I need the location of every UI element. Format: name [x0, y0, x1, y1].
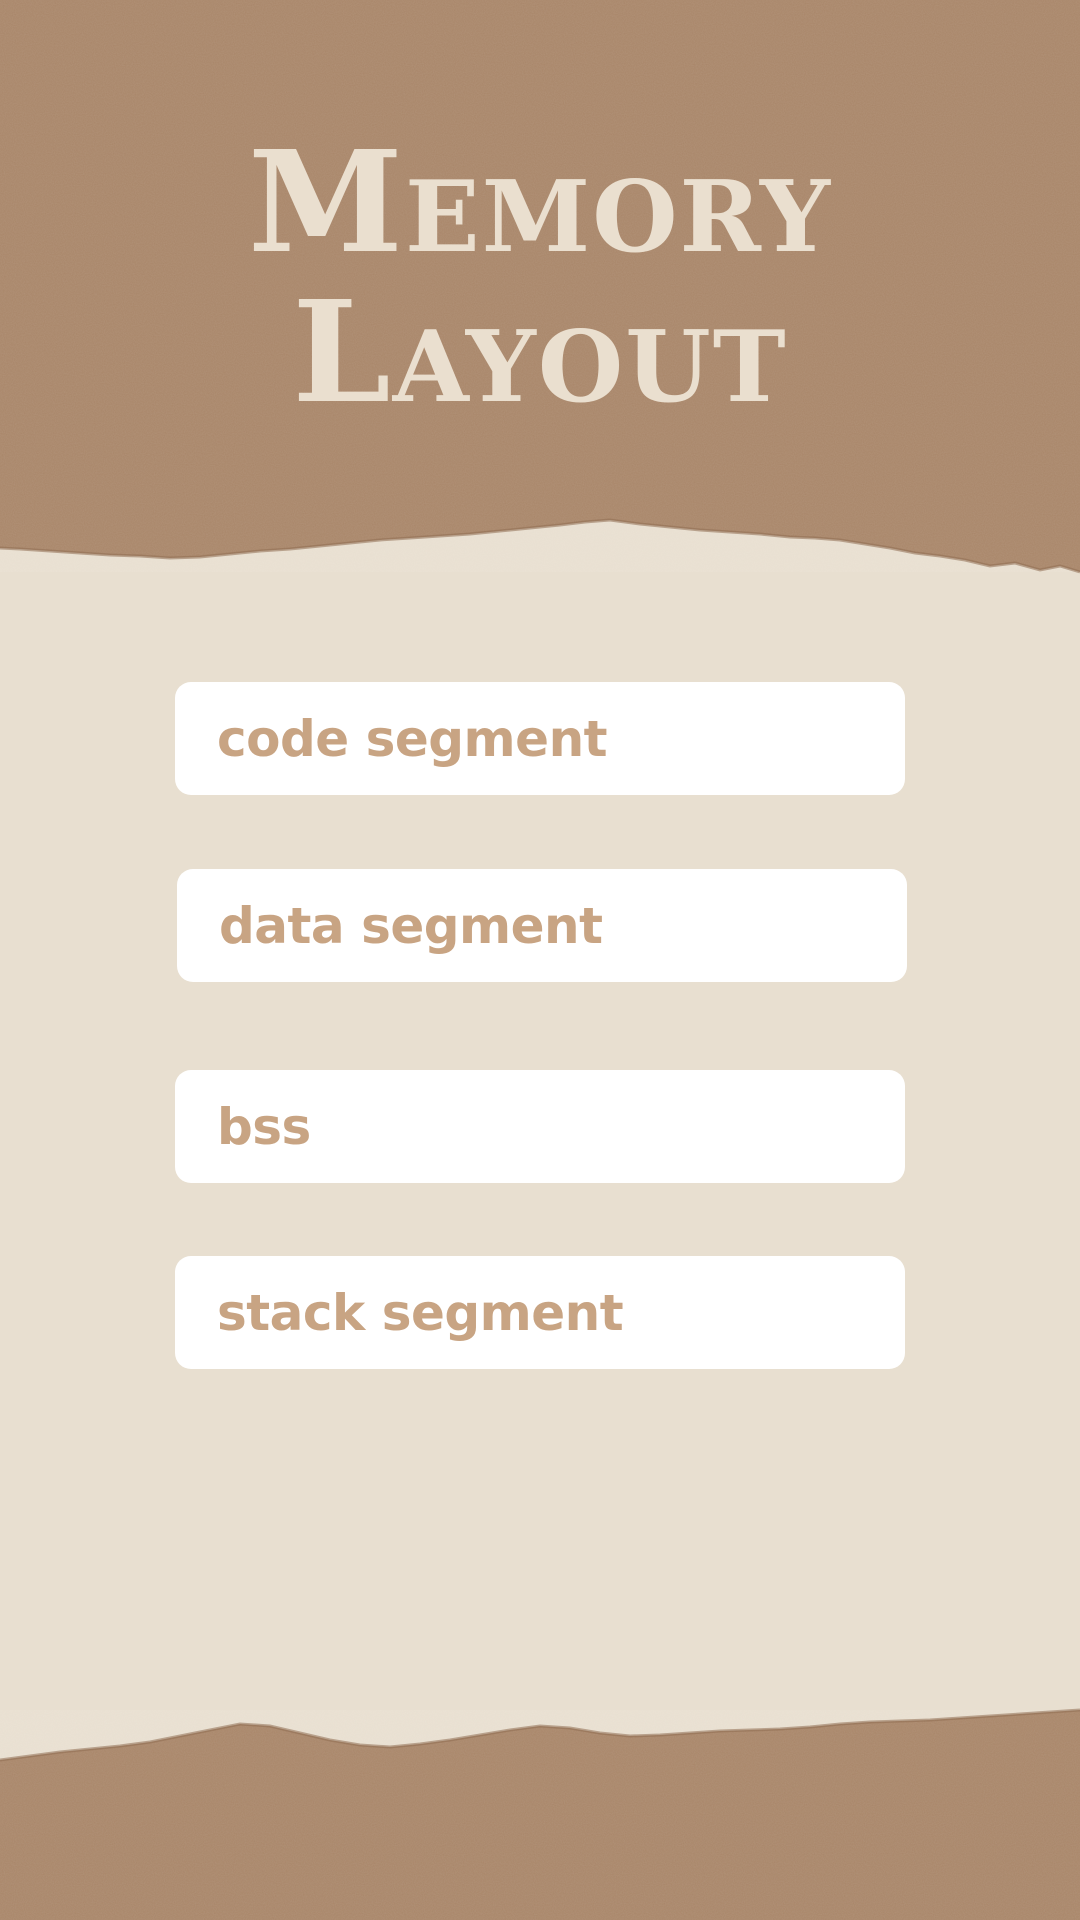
segment-label: stack segment: [217, 1283, 624, 1342]
segment-label: code segment: [217, 709, 608, 768]
segment-label: bss: [217, 1097, 311, 1156]
segment-card-bss[interactable]: bss: [175, 1070, 905, 1183]
page-title-line-2: Layout: [292, 271, 788, 435]
segment-card-code[interactable]: code segment: [175, 682, 905, 795]
page-title-line-1: Memory: [248, 121, 832, 285]
segment-card-stack[interactable]: stack segment: [175, 1256, 905, 1369]
segment-card-data[interactable]: data segment: [177, 869, 907, 982]
page-title: Memory Layout: [0, 128, 1080, 428]
segment-label: data segment: [219, 896, 603, 955]
